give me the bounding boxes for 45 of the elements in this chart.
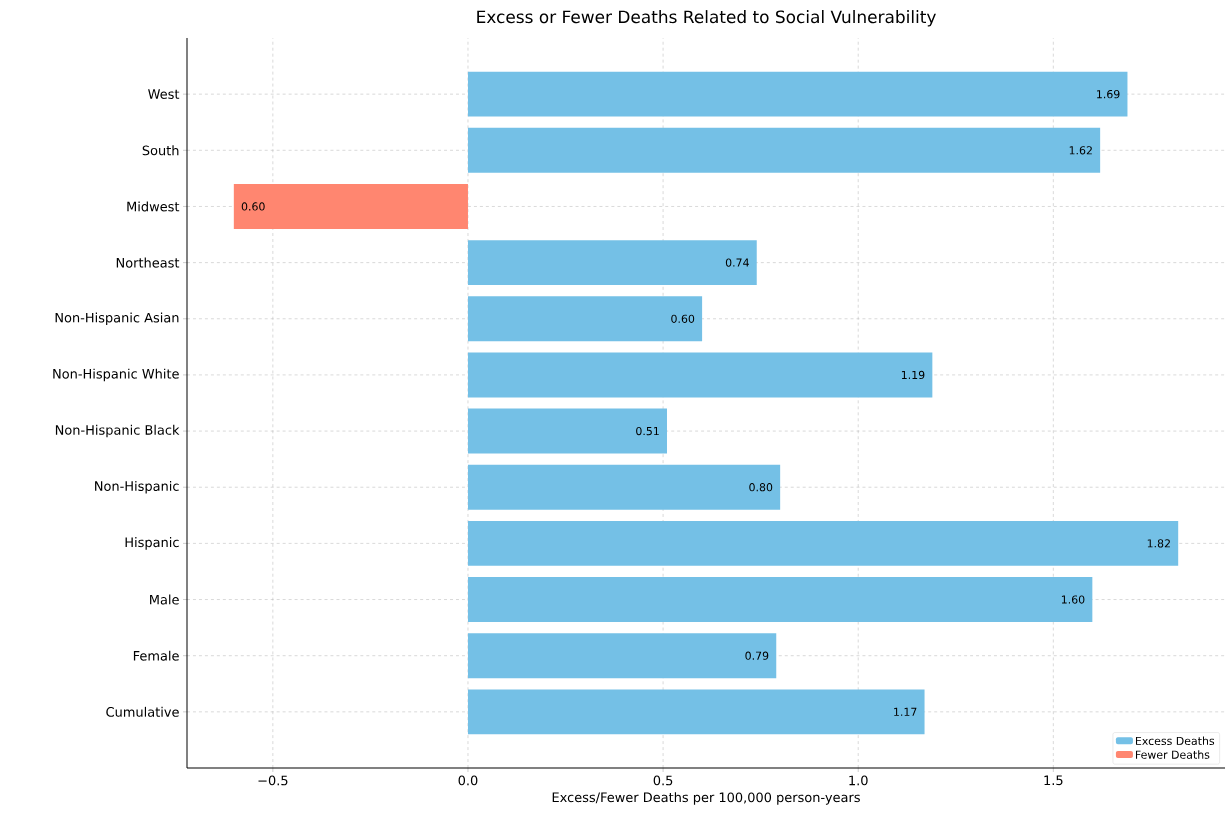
data-label: 0.60: [671, 314, 695, 323]
data-label: 1.60: [1061, 595, 1085, 604]
y-tick-label: Male: [150, 594, 179, 605]
data-label: 1.62: [1069, 146, 1092, 155]
x-tick-label: −0.5: [258, 775, 288, 786]
bar: [467, 352, 933, 398]
bar: [467, 71, 1128, 117]
data-label: 1.17: [894, 707, 917, 716]
bar: [467, 408, 667, 454]
chart-title: Excess or Fewer Deaths Related to Social Vulnerability: [477, 10, 936, 27]
data-label: 1.82: [1147, 539, 1170, 548]
bar: [467, 577, 1093, 622]
y-tick-label: Northeast: [116, 257, 180, 268]
bar: [233, 183, 468, 229]
y-tick-label: Midwest: [127, 201, 180, 212]
legend-label: Fewer Deaths: [1135, 750, 1210, 759]
bar: [467, 464, 781, 510]
data-label: 0.80: [749, 483, 773, 492]
bar: [467, 520, 1179, 566]
x-tick-label: 1.5: [1044, 775, 1063, 786]
legend-label: Excess Deaths: [1135, 736, 1215, 746]
bar: [467, 240, 757, 286]
y-tick-label: Non-Hispanic Asian: [55, 312, 179, 326]
x-axis-title: Excess/Fewer Deaths per 100,000 person-years: [552, 792, 860, 805]
x-tick-label: 0.0: [458, 775, 478, 786]
y-tick-label: Cumulative: [106, 706, 179, 717]
y-tick-label: West: [148, 89, 180, 99]
bar: [467, 296, 703, 342]
y-tick-label: Non-Hispanic: [95, 480, 179, 494]
y-tick-label: Non-Hispanic Black: [55, 424, 180, 438]
data-label: 0.74: [725, 258, 749, 267]
data-label: 1.19: [901, 370, 925, 380]
data-label: 1.69: [1097, 90, 1120, 99]
data-label: 0.60: [241, 202, 265, 211]
bar: [467, 689, 925, 735]
y-tick-label: Hispanic: [125, 537, 179, 550]
bar: [467, 127, 1101, 173]
y-tick-label: South: [142, 145, 179, 156]
y-tick-label: Female: [133, 650, 179, 661]
y-tick-label: Non-Hispanic White: [53, 368, 179, 382]
bar: [467, 633, 777, 679]
data-label: 0.51: [636, 426, 659, 436]
x-tick-label: 0.5: [653, 775, 673, 786]
x-tick-label: 1.0: [849, 775, 868, 786]
data-label: 0.79: [745, 651, 769, 660]
